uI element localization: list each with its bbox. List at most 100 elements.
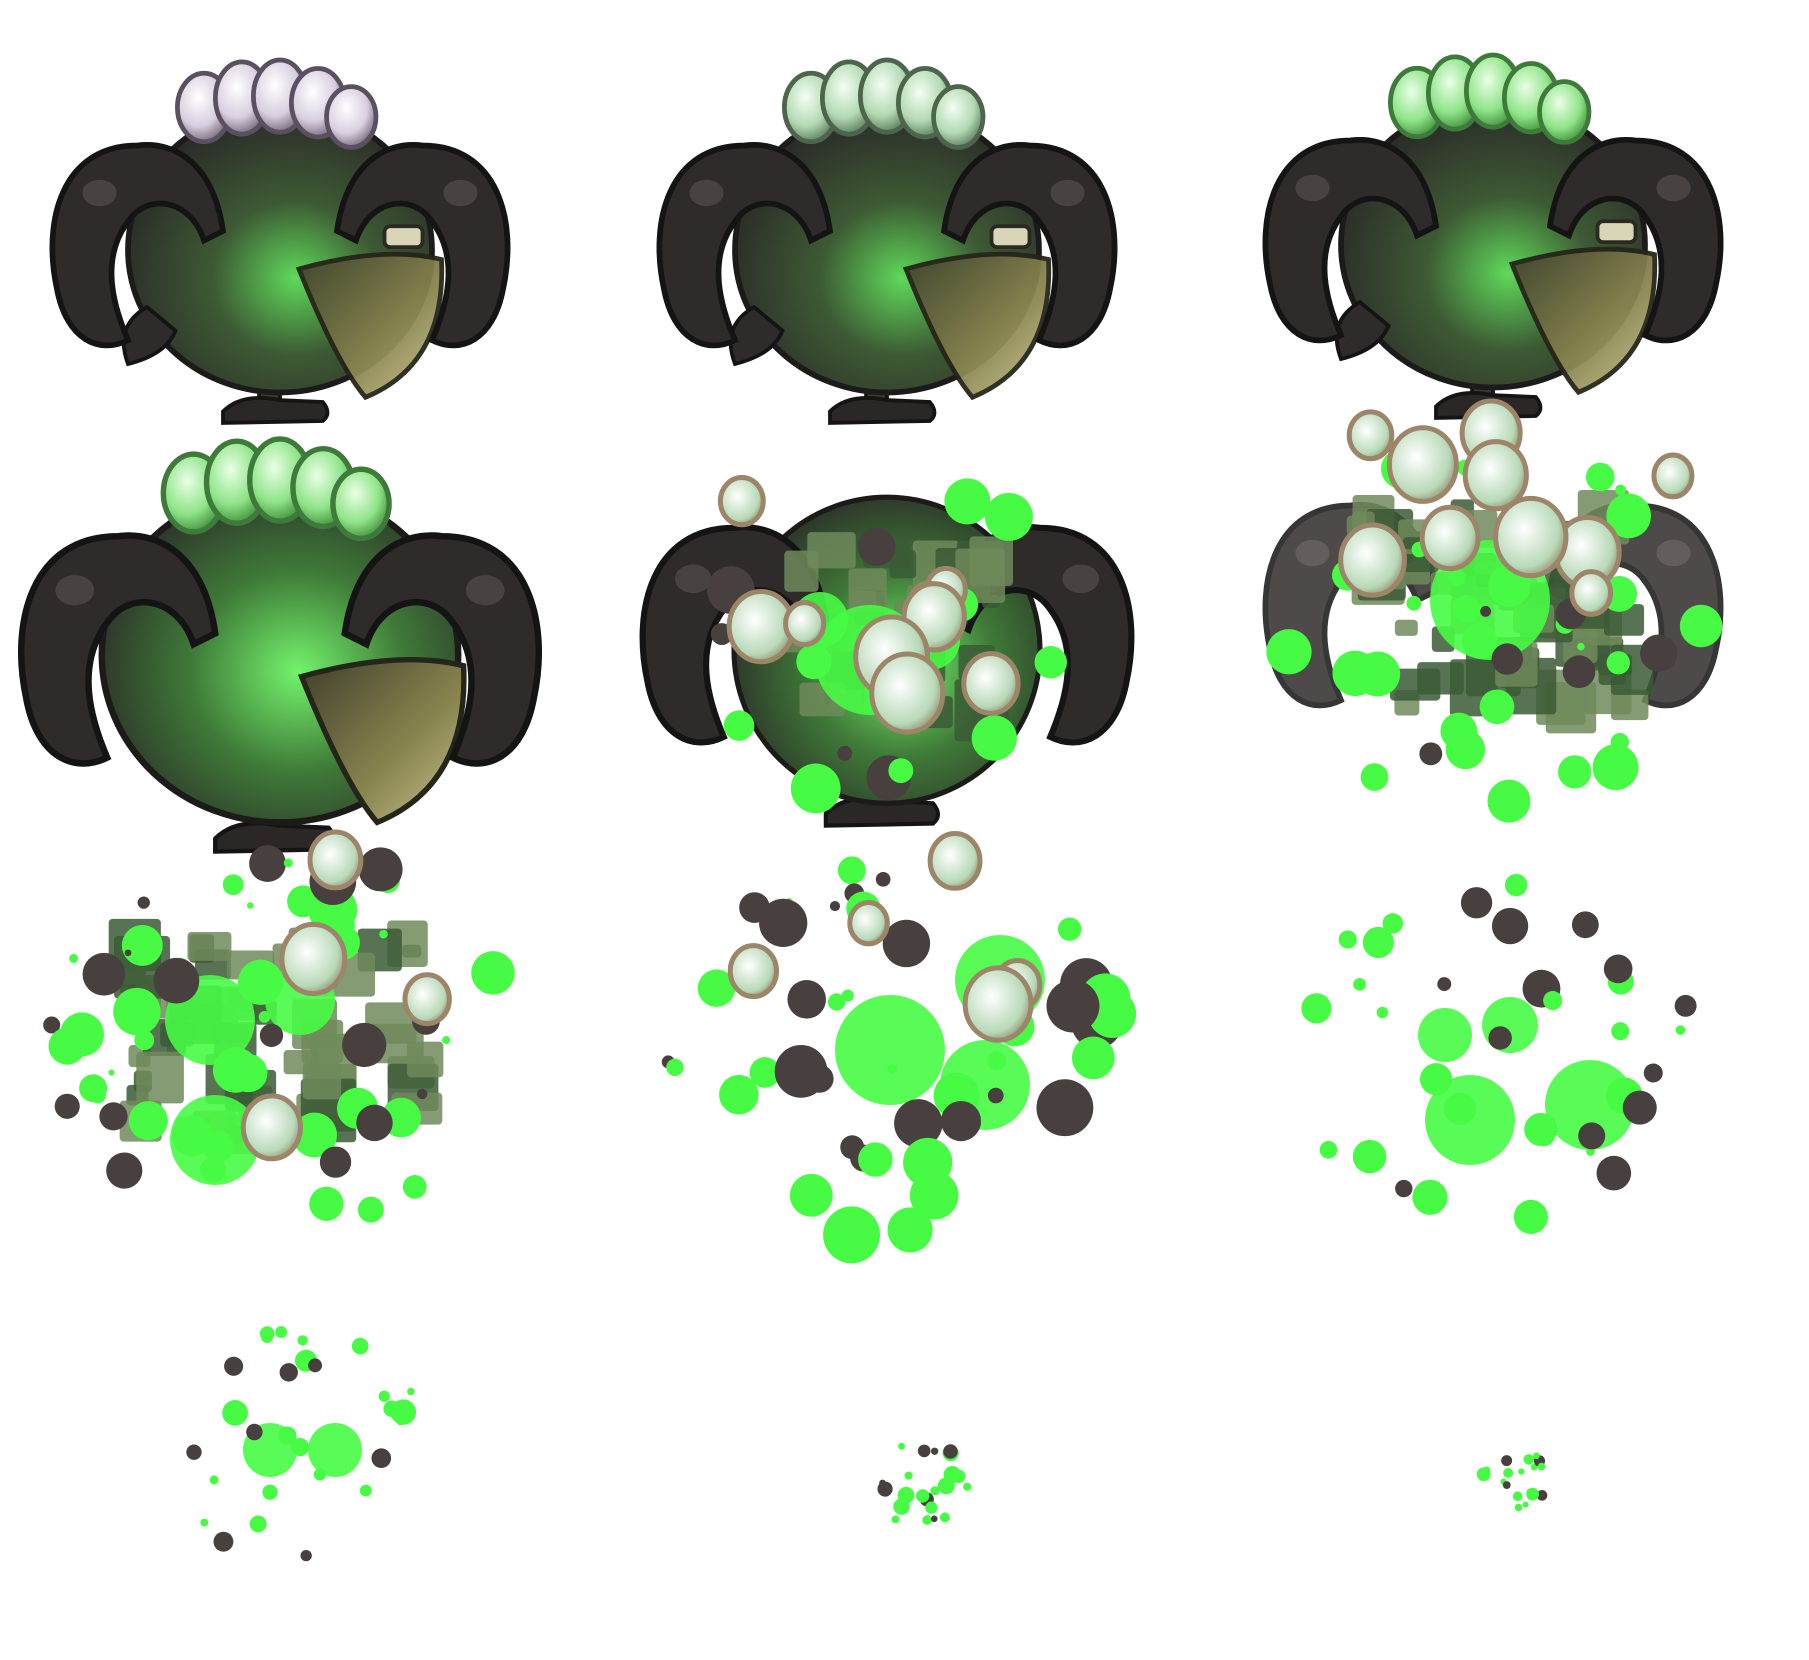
debris-square — [807, 532, 856, 569]
dark-particle — [930, 1486, 940, 1496]
green-particle — [222, 874, 244, 896]
green-particle — [209, 1475, 219, 1485]
green-particle — [283, 858, 293, 868]
green-particle — [1643, 1063, 1663, 1083]
green-particle — [356, 1104, 393, 1142]
dark-particle — [1522, 1501, 1529, 1508]
green-particle — [787, 980, 826, 1019]
green-particle — [279, 1363, 298, 1382]
dark-particle — [407, 1387, 415, 1396]
green-particle — [1382, 913, 1403, 934]
dark-particle — [823, 1206, 880, 1264]
green-particle — [1674, 994, 1697, 1017]
debris-square — [1394, 619, 1418, 636]
green-particle — [987, 1051, 1007, 1071]
green-particle — [1503, 1468, 1514, 1478]
green-particle — [882, 919, 931, 968]
dark-particle — [1057, 917, 1082, 941]
green-particle — [790, 763, 841, 814]
green-particle — [259, 1023, 284, 1048]
green-particle — [1533, 1125, 1555, 1147]
debris-square — [302, 1062, 342, 1100]
crest-shard — [402, 972, 452, 1027]
glow-blob — [1482, 997, 1538, 1053]
dark-particle — [1360, 763, 1389, 791]
crest-shard — [1338, 522, 1407, 598]
dark-particle — [875, 871, 891, 887]
dark-particle — [1395, 1179, 1413, 1198]
dark-particle — [837, 856, 866, 885]
particle-cluster — [1301, 873, 1697, 1234]
green-particle — [1452, 595, 1481, 623]
green-particle — [237, 959, 284, 1005]
green-particle — [275, 1326, 288, 1338]
green-particle — [332, 900, 351, 919]
green-particle — [1352, 1139, 1387, 1174]
green-particle — [1437, 977, 1452, 992]
dark-particle — [1338, 930, 1357, 949]
green-particle — [1571, 911, 1599, 939]
crest-shard — [961, 651, 1021, 716]
green-particle — [1488, 1026, 1512, 1050]
dark-particle — [925, 1501, 938, 1514]
green-particle — [1558, 755, 1592, 789]
green-particle — [124, 949, 132, 957]
dark-particle — [48, 1027, 86, 1065]
green-particle — [1034, 646, 1067, 679]
green-particle — [153, 957, 200, 1004]
dark-particle — [358, 847, 403, 892]
dark-particle — [379, 929, 388, 939]
green-particle — [796, 644, 832, 680]
crest-shard — [847, 899, 890, 947]
particle-cluster — [661, 831, 1137, 1264]
green-particle — [1606, 651, 1630, 675]
debris-square — [1603, 604, 1645, 636]
dark-particle — [903, 1137, 953, 1188]
green-particle — [222, 1400, 248, 1426]
crest-shard — [727, 943, 780, 1000]
green-particle — [894, 1099, 943, 1148]
frames — [21, 55, 1722, 1562]
green-particle — [1514, 1503, 1523, 1512]
green-particle — [898, 1442, 905, 1450]
dark-particle — [789, 1173, 833, 1217]
green-particle — [922, 1515, 932, 1525]
green-particle — [54, 1093, 80, 1119]
frame-glow-2 — [1265, 55, 1720, 418]
green-particle — [186, 1444, 202, 1460]
green-particle — [1491, 643, 1523, 675]
dark-particle — [841, 989, 854, 1002]
dark-particle — [888, 758, 914, 784]
particle-cluster — [707, 475, 1067, 814]
green-particle — [69, 953, 79, 963]
dark-particle — [1046, 979, 1100, 1033]
green-particle — [1578, 1122, 1606, 1150]
crest-shard — [962, 965, 1034, 1043]
green-particle — [952, 1469, 966, 1483]
dark-particle — [1419, 742, 1443, 766]
dark-particle — [719, 1074, 759, 1115]
green-particle — [1376, 1006, 1389, 1019]
green-particle — [300, 1549, 312, 1562]
green-particle — [829, 900, 841, 912]
dark-particle — [930, 1447, 939, 1455]
green-particle — [1526, 1487, 1539, 1501]
green-particle — [1640, 634, 1678, 672]
green-particle — [1530, 1463, 1538, 1471]
green-particle — [290, 1438, 310, 1457]
green-particle — [837, 745, 853, 761]
dark-particle — [1536, 1490, 1548, 1501]
green-particle — [840, 1135, 865, 1160]
crest-shard — [1346, 409, 1395, 462]
dark-particle — [1602, 759, 1616, 772]
particle-cluster — [877, 1442, 972, 1525]
green-particle — [261, 1331, 274, 1343]
crest-shard — [240, 1093, 303, 1162]
dark-particle — [134, 1030, 155, 1051]
green-particle — [1523, 1454, 1535, 1465]
green-particle — [308, 1358, 323, 1373]
crest-shard — [1493, 495, 1569, 579]
dark-particle — [416, 1088, 428, 1100]
